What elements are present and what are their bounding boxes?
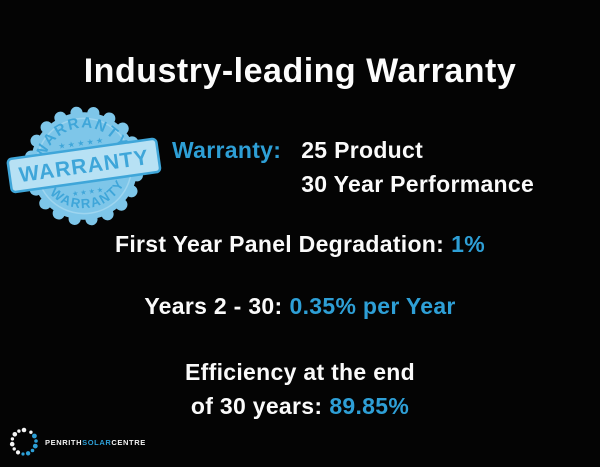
efficiency-line1: Efficiency at the end [185, 359, 415, 385]
efficiency-value: 89.85% [329, 393, 410, 419]
efficiency-line2: of 30 years: 89.85% [0, 389, 600, 423]
warranty-summary-row: Warranty: 25 Product 30 Year Performance [172, 133, 534, 201]
warranty-label: Warranty: [172, 137, 282, 163]
degradation-value: 1% [451, 231, 485, 257]
logo-dot-ring-icon [9, 427, 38, 456]
logo-wordmark: PENRITHSOLARCENTRE [45, 438, 146, 447]
warranty-badge-icon: WARRANTY ★ ★ ★ ★ ★ WARRANTY ★ ★ ★ ★ WARR… [6, 100, 162, 234]
degradation-label: First Year Panel Degradation: [115, 231, 445, 257]
efficiency-label2: of 30 years: [190, 393, 323, 419]
page-title: Industry-leading Warranty [83, 52, 517, 90]
logo-part-penrith: PENRITH [45, 437, 83, 447]
years-label: Years 2 - 30: [144, 293, 283, 319]
logo-part-centre: CENTRE [111, 437, 146, 447]
warranty-product-value: 25 Product [301, 137, 424, 163]
warranty-performance-value: 30 Year Performance [301, 171, 535, 197]
degradation-line: First Year Panel Degradation: 1% [0, 231, 600, 258]
efficiency-line: Efficiency at the end of 30 years: 89.85% [0, 355, 600, 423]
years-value: 0.35% per Year [289, 293, 456, 319]
years-line: Years 2 - 30: 0.35% per Year [0, 293, 600, 320]
warranty-values: 25 Product 30 Year Performance [301, 133, 534, 201]
penrith-solar-centre-logo: PENRITHSOLARCENTRE [8, 426, 146, 458]
logo-part-solar: SOLAR [82, 437, 112, 447]
